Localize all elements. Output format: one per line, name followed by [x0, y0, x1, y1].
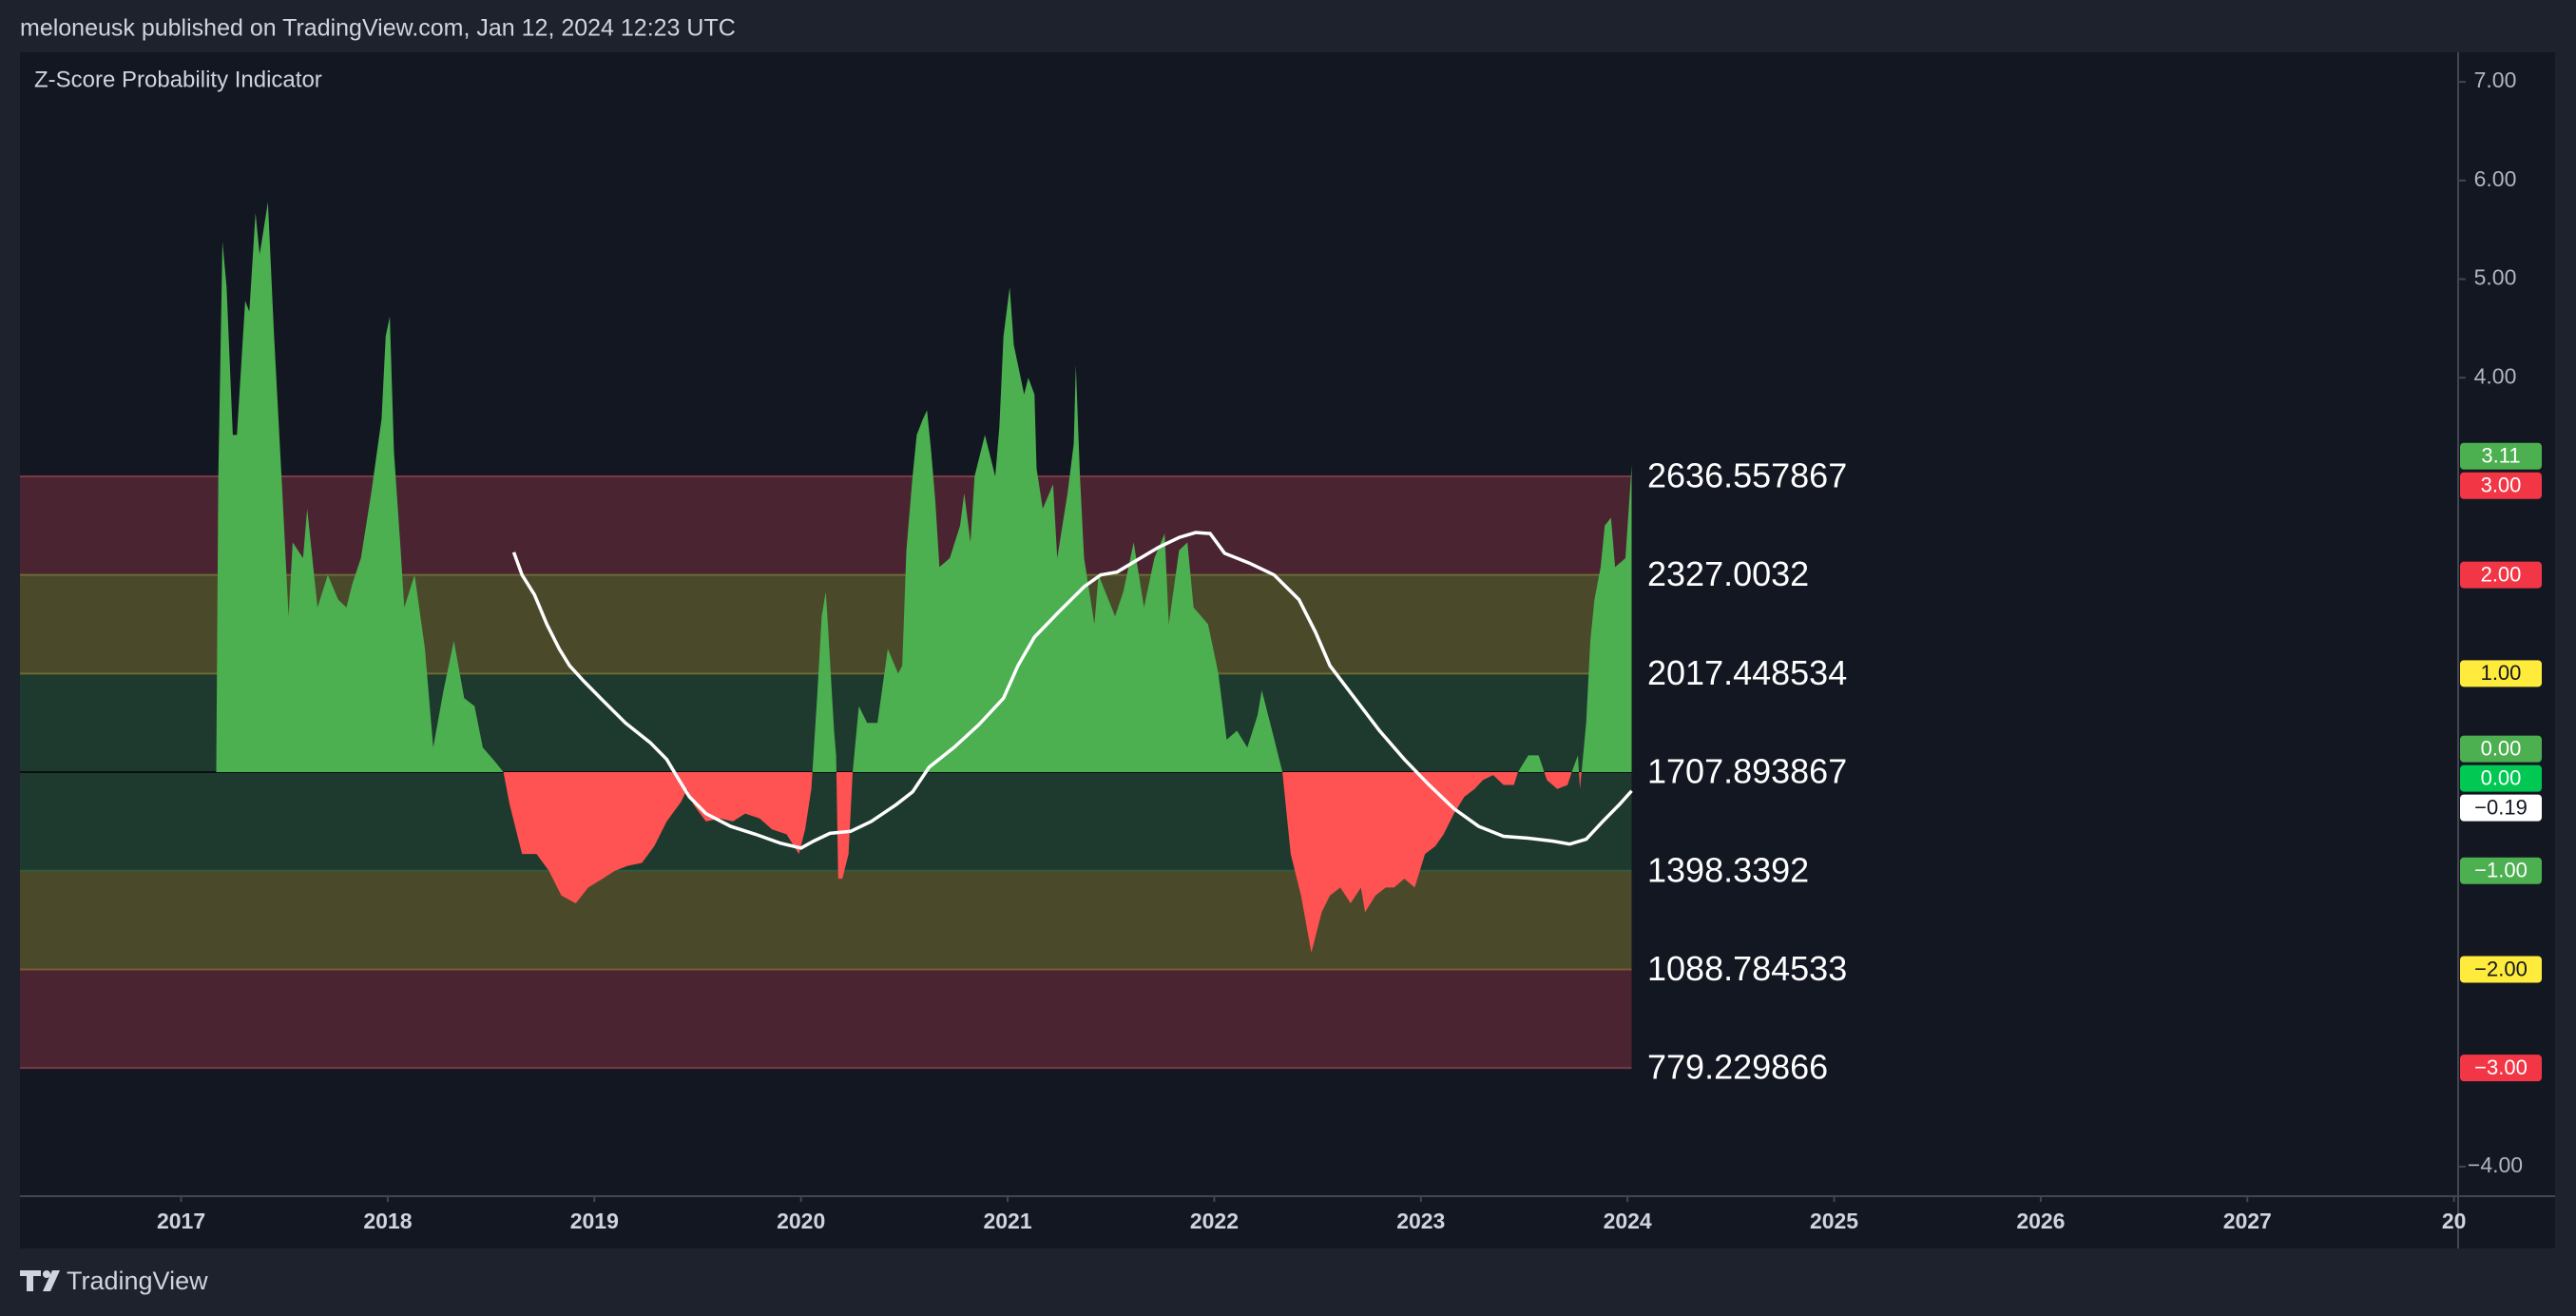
level-price-label: 1088.784533 [1647, 949, 1847, 988]
price-badge-label: 2.00 [2481, 562, 2522, 586]
y-tick-label: 5.00 [2474, 265, 2517, 290]
level-price-label: 1707.893867 [1647, 752, 1847, 791]
x-tick-label: 2018 [363, 1209, 412, 1233]
price-badge [2460, 660, 2542, 687]
x-tick-label: 2021 [983, 1209, 1031, 1233]
price-badge [2460, 764, 2542, 792]
level-price-label: 2636.557867 [1647, 455, 1847, 494]
band [20, 969, 1632, 1069]
chart-title: Z-Score Probability Indicator [34, 67, 322, 92]
x-tick-label: 2025 [1810, 1209, 1858, 1233]
x-tick-label: 2024 [1604, 1209, 1652, 1233]
line [511, 531, 1633, 850]
price-badge-label: 0.00 [2481, 736, 2522, 760]
tradingview-logo [20, 1270, 60, 1291]
price-badge [2460, 857, 2542, 884]
band [20, 475, 1632, 575]
x-tick-label: 2027 [2223, 1209, 2272, 1233]
price-badge [2460, 1055, 2542, 1082]
y-tick-label: 4.00 [2474, 363, 2517, 388]
price-badge [2460, 442, 2542, 470]
header: meloneusk published on TradingView.com, … [20, 15, 736, 42]
x-tick-label: 2023 [1396, 1209, 1445, 1233]
level-price-label: 1398.3392 [1647, 850, 1809, 889]
price-badge [2460, 794, 2542, 822]
price-badge [2460, 735, 2542, 763]
price-badge [2460, 561, 2542, 589]
y-tick-label: 6.00 [2474, 166, 2517, 191]
level-price-label: 779.229866 [1647, 1048, 1828, 1087]
price-badge-label: −1.00 [2474, 859, 2528, 882]
x-tick-label: 2026 [2016, 1209, 2065, 1233]
price-badge-label: −2.00 [2474, 957, 2528, 980]
x-tick-label: 2019 [570, 1209, 619, 1233]
footer: TradingView [67, 1267, 208, 1295]
price-badge [2460, 956, 2542, 983]
price-badge-label: −0.19 [2474, 795, 2528, 819]
level-price-label: 2327.0032 [1647, 554, 1809, 593]
price-badge-label: 0.00 [2481, 765, 2522, 789]
price-badge-label: 3.00 [2481, 474, 2522, 497]
price-badge [2460, 472, 2542, 499]
x-tick-label: 2022 [1190, 1209, 1239, 1233]
price-badge-label: −3.00 [2474, 1055, 2528, 1079]
price-badge-label: 3.11 [2481, 444, 2520, 468]
level-price-label: 2017.448534 [1647, 653, 1847, 692]
area [216, 202, 1632, 953]
x-tick-label: 2017 [157, 1209, 205, 1233]
x-tick-label: 2020 [777, 1209, 825, 1233]
price-badge-label: 1.00 [2481, 661, 2522, 685]
x-tick-label: 20 [2442, 1209, 2467, 1233]
y-tick-label: −4.00 [2468, 1152, 2523, 1177]
y-tick-label: 7.00 [2474, 68, 2517, 92]
